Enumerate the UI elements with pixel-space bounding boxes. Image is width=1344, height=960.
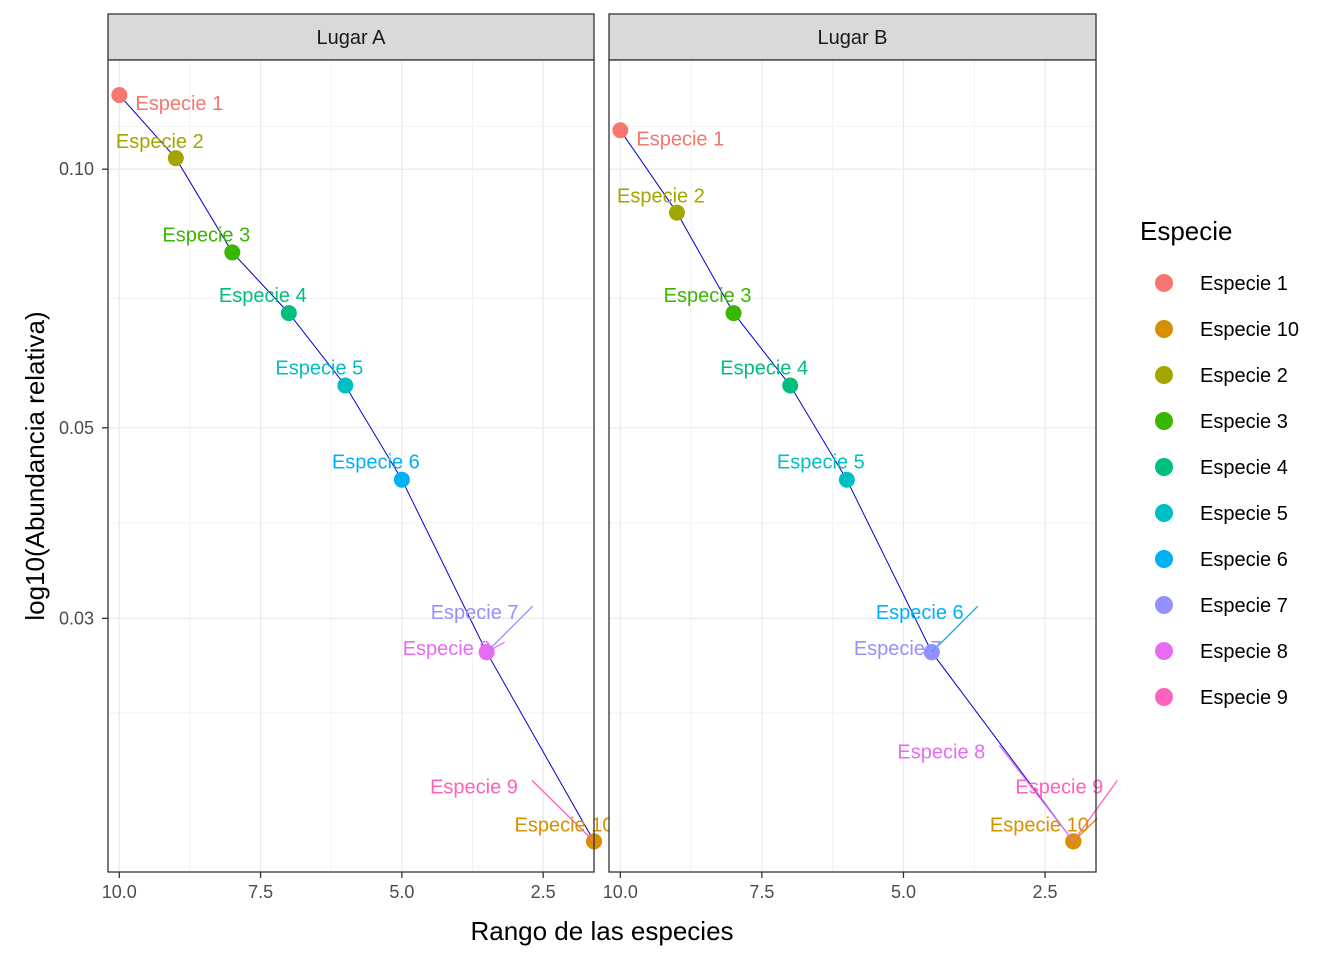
point-especie-5 bbox=[838, 471, 855, 488]
label-especie-8: Especie 8 bbox=[897, 741, 985, 763]
label-especie-8: Especie 8 bbox=[403, 638, 491, 660]
legend-item-especie-3: Especie 3 bbox=[1155, 411, 1288, 433]
legend-key-especie-9 bbox=[1155, 688, 1173, 706]
label-especie-7: Especie 7 bbox=[431, 602, 519, 624]
panel-background bbox=[609, 60, 1096, 872]
label-especie-7: Especie 7 bbox=[854, 638, 942, 660]
x-axis-title: Rango de las especies bbox=[470, 916, 733, 946]
label-especie-5: Especie 5 bbox=[275, 357, 363, 379]
legend-label-especie-7: Especie 7 bbox=[1200, 595, 1288, 617]
label-leader bbox=[619, 129, 623, 133]
label-especie-2: Especie 2 bbox=[617, 186, 705, 208]
strip-title: Lugar B bbox=[817, 27, 887, 49]
label-especie-9: Especie 9 bbox=[1015, 776, 1103, 798]
legend-key-especie-6 bbox=[1155, 550, 1173, 568]
legend-item-especie-7: Especie 7 bbox=[1155, 595, 1288, 617]
strip-background bbox=[608, 13, 1097, 61]
label-especie-4: Especie 4 bbox=[720, 357, 808, 379]
label-especie-6: Especie 6 bbox=[332, 452, 420, 474]
legend-key-especie-10 bbox=[1155, 320, 1173, 338]
label-leader bbox=[1072, 780, 1118, 842]
x-tick-label: 10.0 bbox=[102, 882, 137, 902]
panel-border bbox=[608, 59, 1097, 873]
strip-title: Lugar A bbox=[317, 27, 387, 49]
label-especie-6: Especie 6 bbox=[876, 602, 964, 624]
point-especie-2 bbox=[167, 150, 184, 167]
label-especie-9: Especie 9 bbox=[430, 776, 518, 798]
legend-item-especie-1: Especie 1 bbox=[1155, 273, 1288, 295]
legend-item-especie-2: Especie 2 bbox=[1155, 365, 1288, 387]
label-especie-10: Especie 10 bbox=[990, 814, 1089, 836]
label-especie-4: Especie 4 bbox=[219, 285, 307, 307]
legend: Especie Especie 1 Especie 10 Especie 2 Espec… bbox=[1140, 216, 1299, 709]
x-tick-label: 2.5 bbox=[531, 882, 556, 902]
panel-lugar-a: Lugar A Especie 1 Especie 2 Especie 3 Especi… bbox=[59, 13, 614, 902]
legend-title: Especie bbox=[1140, 216, 1233, 246]
x-tick-label: 5.0 bbox=[891, 882, 916, 902]
legend-label-especie-5: Especie 5 bbox=[1200, 503, 1288, 525]
y-tick-label: 0.05 bbox=[59, 418, 94, 438]
panel-lugar-b: Lugar B Especie 1 Especie 2 Especie 3 Especi… bbox=[603, 13, 1118, 902]
point-especie-5 bbox=[337, 377, 354, 394]
label-leader bbox=[931, 605, 979, 653]
y-axis-title: log10(Abundancia relativa) bbox=[20, 311, 50, 620]
legend-item-especie-8: Especie 8 bbox=[1155, 641, 1288, 663]
label-especie-1: Especie 1 bbox=[636, 128, 724, 150]
point-especie-4 bbox=[280, 305, 297, 322]
point-especie-6 bbox=[393, 471, 410, 488]
legend-key-especie-3 bbox=[1155, 412, 1173, 430]
x-tick-label: 7.5 bbox=[248, 882, 273, 902]
x-tick-label: 2.5 bbox=[1033, 882, 1058, 902]
legend-label-especie-4: Especie 4 bbox=[1200, 457, 1288, 479]
x-tick-label: 7.5 bbox=[749, 882, 774, 902]
legend-item-especie-10: Especie 10 bbox=[1155, 319, 1299, 341]
legend-key-especie-1 bbox=[1155, 274, 1173, 292]
legend-key-especie-5 bbox=[1155, 504, 1173, 522]
legend-key-especie-2 bbox=[1155, 366, 1173, 384]
y-tick-label: 0.03 bbox=[59, 608, 94, 628]
legend-key-especie-4 bbox=[1155, 458, 1173, 476]
label-leader bbox=[118, 94, 122, 98]
point-especie-2 bbox=[668, 204, 685, 221]
legend-label-especie-10: Especie 10 bbox=[1200, 319, 1299, 341]
label-especie-2: Especie 2 bbox=[116, 131, 204, 153]
label-leader bbox=[998, 744, 1074, 842]
label-especie-1: Especie 1 bbox=[135, 93, 223, 115]
legend-label-especie-6: Especie 6 bbox=[1200, 549, 1288, 571]
label-leader bbox=[531, 779, 595, 842]
x-tick-label: 5.0 bbox=[389, 882, 414, 902]
legend-key-especie-7 bbox=[1155, 596, 1173, 614]
label-especie-10: Especie 10 bbox=[515, 814, 614, 836]
label-leader bbox=[1072, 817, 1098, 842]
point-especie-4 bbox=[782, 377, 799, 394]
legend-item-especie-9: Especie 9 bbox=[1155, 687, 1288, 709]
legend-item-especie-6: Especie 6 bbox=[1155, 549, 1288, 571]
legend-item-especie-4: Especie 4 bbox=[1155, 457, 1288, 479]
panel-background bbox=[108, 60, 594, 872]
x-tick-label: 10.0 bbox=[603, 882, 638, 902]
point-especie-3 bbox=[224, 244, 241, 261]
label-especie-3: Especie 3 bbox=[162, 224, 250, 246]
panel-border bbox=[107, 59, 595, 873]
strip-background bbox=[107, 13, 595, 61]
legend-item-especie-5: Especie 5 bbox=[1155, 503, 1288, 525]
label-especie-3: Especie 3 bbox=[664, 285, 752, 307]
legend-label-especie-2: Especie 2 bbox=[1200, 365, 1288, 387]
legend-key-especie-8 bbox=[1155, 642, 1173, 660]
point-especie-3 bbox=[725, 305, 742, 322]
label-leader bbox=[486, 605, 534, 653]
fit-line bbox=[118, 94, 595, 842]
y-tick-label: 0.10 bbox=[59, 159, 94, 179]
label-especie-5: Especie 5 bbox=[777, 452, 865, 474]
legend-label-especie-1: Especie 1 bbox=[1200, 273, 1288, 295]
label-leader bbox=[486, 641, 505, 653]
legend-label-especie-9: Especie 9 bbox=[1200, 687, 1288, 709]
legend-label-especie-3: Especie 3 bbox=[1200, 411, 1288, 433]
legend-label-especie-8: Especie 8 bbox=[1200, 641, 1288, 663]
